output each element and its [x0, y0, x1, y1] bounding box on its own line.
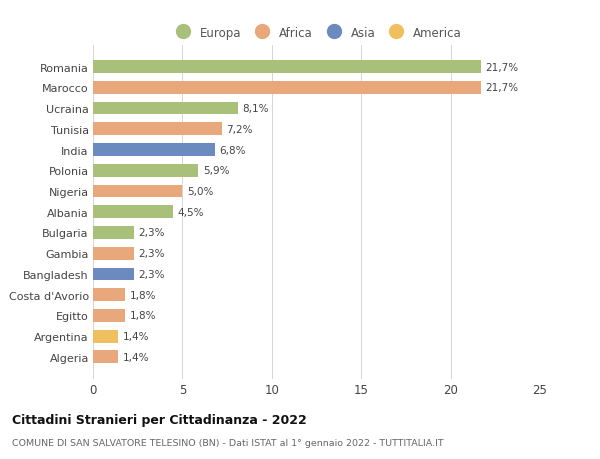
Text: 1,8%: 1,8% — [130, 290, 156, 300]
Text: 5,9%: 5,9% — [203, 166, 229, 176]
Bar — [93, 185, 182, 198]
Text: 5,0%: 5,0% — [187, 187, 213, 196]
Text: 1,4%: 1,4% — [122, 331, 149, 341]
Bar — [93, 144, 215, 157]
Bar — [93, 268, 134, 281]
Text: 2,3%: 2,3% — [139, 228, 165, 238]
Text: 7,2%: 7,2% — [226, 124, 253, 134]
Bar — [93, 102, 238, 115]
Text: 2,3%: 2,3% — [139, 249, 165, 259]
Bar — [93, 351, 118, 364]
Bar — [93, 247, 134, 260]
Bar — [93, 289, 125, 302]
Bar — [93, 309, 125, 322]
Text: 6,8%: 6,8% — [219, 145, 245, 155]
Text: COMUNE DI SAN SALVATORE TELESINO (BN) - Dati ISTAT al 1° gennaio 2022 - TUTTITAL: COMUNE DI SAN SALVATORE TELESINO (BN) - … — [12, 438, 443, 448]
Text: 21,7%: 21,7% — [485, 62, 518, 73]
Bar — [93, 206, 173, 218]
Text: 1,8%: 1,8% — [130, 311, 156, 321]
Bar — [93, 61, 481, 74]
Text: 4,5%: 4,5% — [178, 207, 205, 217]
Bar — [93, 164, 199, 177]
Text: 8,1%: 8,1% — [242, 104, 269, 114]
Text: 2,3%: 2,3% — [139, 269, 165, 280]
Bar — [93, 227, 134, 240]
Bar — [93, 123, 222, 136]
Text: 1,4%: 1,4% — [122, 352, 149, 362]
Legend: Europa, Africa, Asia, America: Europa, Africa, Asia, America — [167, 22, 466, 44]
Text: Cittadini Stranieri per Cittadinanza - 2022: Cittadini Stranieri per Cittadinanza - 2… — [12, 413, 307, 426]
Text: 21,7%: 21,7% — [485, 83, 518, 93]
Bar — [93, 82, 481, 95]
Bar — [93, 330, 118, 343]
